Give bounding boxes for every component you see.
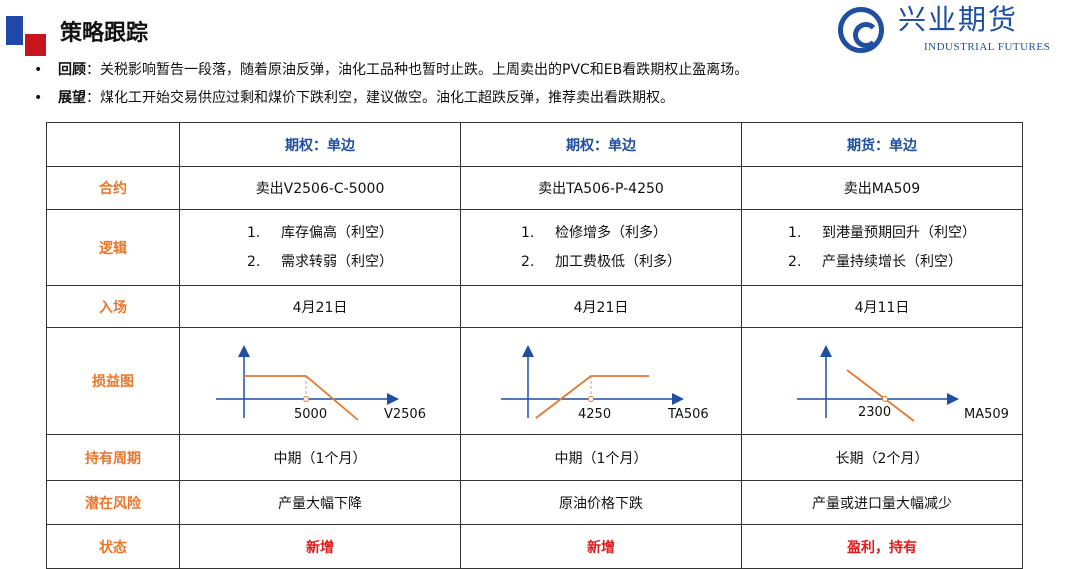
strike-point (588, 396, 594, 402)
strike-label: 5000 (294, 407, 327, 422)
title-accent-red (25, 34, 46, 56)
risk-cell: 产量或进口量大幅减少 (741, 480, 1023, 525)
entry-cell: 4月11日 (741, 285, 1023, 328)
strike-label: 4250 (578, 407, 611, 422)
logic-cell: 1. 到港量预期回升（利空） 2. 产量持续增长（利空） (741, 209, 1023, 286)
row-label: 持有周期 (46, 434, 180, 481)
strike-point (303, 396, 309, 402)
column-header: 期权：单边 (460, 122, 742, 167)
logic-item: 库存偏高（利空） (281, 224, 393, 241)
strike-point (882, 396, 888, 402)
logic-cell: 1. 检修增多（利多） 2. 加工费极低（利多） (460, 209, 742, 286)
status-badge: 新增 (460, 524, 742, 569)
table-row-entry: 入场 4月21日 4月21日 4月11日 (46, 285, 1023, 328)
payoff-line (244, 375, 359, 421)
title-accent-blue (6, 16, 23, 45)
contract-cell: 卖出TA506-P-4250 (460, 166, 742, 210)
column-header: 期权：单边 (179, 122, 461, 167)
list-number: 1. (247, 224, 261, 241)
logic-item: 需求转弱（利空） (281, 253, 393, 270)
strike-label: 2300 (858, 405, 891, 420)
payoff-chart-short-put: 4250 TA506 (501, 345, 709, 422)
row-label: 损益图 (46, 327, 180, 435)
page-title: 策略跟踪 (60, 21, 149, 46)
list-number: 1. (521, 224, 535, 241)
entry-cell: 4月21日 (179, 285, 461, 328)
bullet-text: ：煤化工开始交易供应过剩和煤价下跌利空，建议做空。油化工超跌反弹，推荐卖出看跌期… (86, 90, 674, 106)
row-label: 潜在风险 (46, 480, 180, 525)
period-cell: 中期（1个月） (179, 434, 461, 481)
logic-item: 加工费极低（利多） (555, 253, 681, 270)
row-label: 状态 (46, 524, 180, 569)
bullet-text: ：关税影响暂告一段落，随着原油反弹，油化工品种也暂时止跌。上周卖出的PVC和EB… (86, 62, 749, 78)
bullet-dot: • (34, 90, 43, 106)
row-label: 逻辑 (46, 209, 180, 286)
risk-cell: 原油价格下跌 (460, 480, 742, 525)
payoff-cell: 4250 TA506 (460, 327, 742, 435)
row-label: 入场 (46, 285, 180, 328)
corner-cell (46, 122, 180, 167)
table-row-logic: 逻辑 1. 库存偏高（利空） 2. 需求转弱（利空） 1. 检修增多（利多） 2. 加工费极… (46, 209, 1023, 286)
axis-label: MA509 (964, 407, 1009, 422)
risk-cell: 产量大幅下降 (179, 480, 461, 525)
list-number: 2. (521, 253, 535, 270)
list-number: 1. (788, 224, 802, 241)
payoff-line (535, 375, 649, 419)
table-row-contract: 合约 卖出V2506-C-5000 卖出TA506-P-4250 卖出MA509 (46, 166, 1023, 210)
strategy-table: 期权：单边 期权：单边 期货：单边 合约 卖出V2506-C-5000 卖出TA… (46, 122, 1023, 569)
axis-label: V2506 (384, 407, 426, 422)
list-number: 2. (247, 253, 261, 270)
logo-icon (838, 7, 884, 53)
contract-cell: 卖出V2506-C-5000 (179, 166, 461, 210)
table-row-risk: 潜在风险 产量大幅下降 原油价格下跌 产量或进口量大幅减少 (46, 480, 1023, 525)
logic-cell: 1. 库存偏高（利空） 2. 需求转弱（利空） (179, 209, 461, 286)
table-row-status: 状态 新增 新增 盈利，持有 (46, 524, 1023, 569)
payoff-cell: 5000 V2506 (179, 327, 461, 435)
axis-label: TA506 (667, 407, 709, 422)
status-badge: 盈利，持有 (741, 524, 1023, 569)
logo-text-en: INDUSTRIAL FUTURES (924, 41, 1051, 53)
bullet-label: 展望 (58, 90, 86, 106)
row-label: 合约 (46, 166, 180, 210)
logic-item: 检修增多（利多） (555, 224, 667, 241)
table-row-payoff: 损益图 5000 V2506 4250 TA506 (46, 327, 1023, 435)
status-badge: 新增 (179, 524, 461, 569)
bullet-dot: • (34, 62, 43, 78)
period-cell: 长期（2个月） (741, 434, 1023, 481)
table-row-period: 持有周期 中期（1个月） 中期（1个月） 长期（2个月） (46, 434, 1023, 481)
logic-item: 产量持续增长（利空） (822, 253, 962, 270)
payoff-chart-short-futures: 2300 MA509 (797, 345, 1009, 422)
bullet-label: 回顾 (58, 62, 86, 78)
logic-item: 到港量预期回升（利空） (822, 224, 976, 241)
logo-text-cn: 兴业期货 (898, 3, 1019, 36)
entry-cell: 4月21日 (460, 285, 742, 328)
column-header: 期货：单边 (741, 122, 1023, 167)
period-cell: 中期（1个月） (460, 434, 742, 481)
payoff-chart-short-call: 5000 V2506 (216, 345, 426, 422)
contract-cell: 卖出MA509 (741, 166, 1023, 210)
logo: 兴业期货 INDUSTRIAL FUTURES (838, 4, 1076, 58)
payoff-line (846, 369, 915, 422)
list-number: 2. (788, 253, 802, 270)
payoff-cell: 2300 MA509 (741, 327, 1023, 435)
table-header-row: 期权：单边 期权：单边 期货：单边 (46, 122, 1023, 167)
